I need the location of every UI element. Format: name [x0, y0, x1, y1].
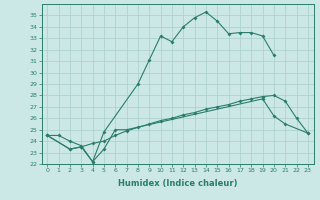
X-axis label: Humidex (Indice chaleur): Humidex (Indice chaleur) — [118, 179, 237, 188]
